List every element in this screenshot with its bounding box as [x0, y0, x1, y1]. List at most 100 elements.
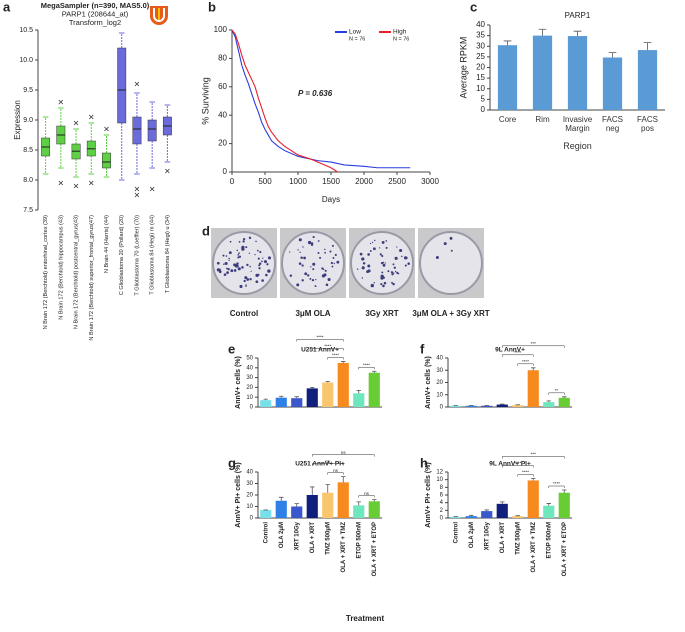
bar	[260, 400, 272, 407]
significance-bracket	[312, 348, 344, 351]
y-tick-label: 0	[250, 516, 254, 522]
bar	[450, 405, 462, 407]
colony	[261, 279, 264, 282]
error-bar	[325, 381, 330, 383]
significance-bracket	[358, 366, 375, 370]
colony	[393, 266, 396, 269]
x-axis-label: Days	[322, 195, 340, 204]
outlier	[58, 180, 64, 186]
colony	[226, 271, 229, 274]
bar	[558, 492, 570, 518]
colony	[397, 272, 399, 275]
x-tick-label: FACS neg	[602, 115, 623, 133]
y-axis-label: AnnV+ PI+ cells (%)	[425, 462, 432, 527]
colony	[361, 257, 365, 261]
y-tick-label: 40	[246, 365, 253, 371]
significance-label: ****	[324, 344, 331, 349]
colony	[257, 273, 260, 276]
colony	[256, 249, 259, 252]
bar	[291, 398, 303, 407]
colony	[381, 240, 385, 244]
y-tick-label: 12	[436, 470, 443, 476]
significance-label: ns	[333, 468, 339, 473]
colony	[391, 273, 394, 276]
y-tick-label: 0	[250, 405, 254, 411]
colony	[312, 235, 315, 239]
colony	[369, 250, 372, 252]
y-tick-label: 0	[223, 167, 228, 176]
legend-label: Low	[349, 29, 361, 36]
colony	[369, 242, 372, 245]
error-bar	[294, 503, 299, 507]
y-tick-label: 40	[246, 470, 253, 476]
significance-label: ****	[514, 350, 521, 355]
error-bar	[294, 396, 299, 399]
colony	[222, 254, 225, 257]
image-label: Control	[229, 309, 259, 318]
significance-bracket	[548, 392, 565, 395]
colony	[289, 251, 291, 253]
colony	[331, 244, 334, 247]
error-bar	[356, 389, 361, 394]
legend-label: High	[393, 29, 407, 36]
colony	[216, 268, 220, 272]
colony	[254, 253, 256, 256]
colony	[230, 269, 234, 273]
colony	[387, 270, 390, 273]
colony	[324, 251, 326, 254]
colony	[396, 246, 398, 248]
colony	[394, 270, 397, 273]
colony	[266, 263, 269, 266]
x-tick-label: OLA + XRT + TMZ	[531, 522, 537, 573]
colony	[382, 261, 385, 264]
colony	[259, 251, 262, 254]
bar	[567, 36, 588, 110]
colony	[249, 265, 251, 268]
x-tick-label: Rim	[535, 115, 550, 124]
colony	[236, 249, 239, 252]
colony	[381, 254, 384, 258]
y-tick-label: 8	[440, 485, 444, 491]
error-bar	[562, 489, 567, 493]
y-tick-label: 8.5	[23, 147, 33, 154]
colony	[246, 263, 249, 267]
y-tick-label: 20	[476, 63, 485, 72]
y-tick-label: 7.5	[23, 207, 33, 214]
y-tick-label: 10	[246, 395, 253, 401]
colony	[362, 262, 366, 265]
error-bar	[279, 395, 284, 398]
bar	[306, 388, 318, 407]
colony	[361, 266, 365, 270]
legend-note: N = 76	[349, 36, 365, 42]
colony	[249, 278, 252, 281]
colony	[330, 261, 333, 265]
survival-line	[231, 29, 411, 169]
chart-title: U251 AnnV+ PI+	[295, 461, 345, 468]
colony	[238, 240, 241, 243]
panel-label: c	[470, 0, 477, 14]
colony	[322, 268, 325, 271]
bar	[306, 495, 318, 518]
significance-bracket	[312, 463, 344, 466]
colony	[245, 246, 248, 249]
outlier	[58, 99, 64, 105]
colony	[392, 263, 395, 266]
colony	[332, 257, 335, 259]
bar	[450, 516, 462, 518]
colony	[226, 267, 228, 270]
colony	[450, 249, 453, 252]
colony	[228, 257, 230, 260]
significance-label: ****	[522, 359, 529, 364]
error-bar	[562, 396, 567, 398]
colony	[307, 274, 310, 277]
error-bar	[573, 30, 582, 37]
error-bar	[531, 478, 536, 481]
bar	[496, 503, 508, 518]
x-tick-label: T Glioblastoma 84 (Hegi) m (44)	[150, 215, 156, 295]
colony	[371, 241, 374, 243]
bar	[465, 405, 477, 407]
colony	[324, 269, 327, 272]
significance-bracket	[517, 474, 534, 477]
colony	[258, 267, 261, 270]
